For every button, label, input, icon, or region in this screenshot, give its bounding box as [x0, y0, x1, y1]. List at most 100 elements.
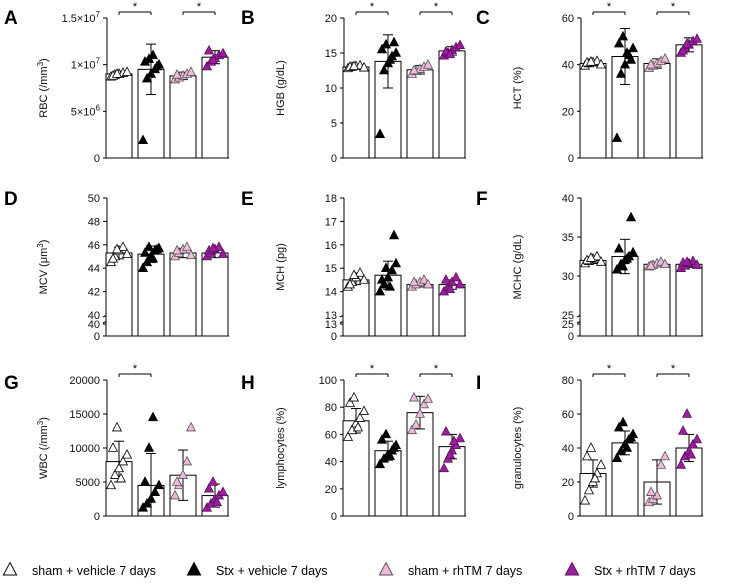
panel-label: B [241, 8, 255, 29]
data-point [185, 421, 197, 432]
data-point [675, 459, 687, 469]
data-point [139, 247, 151, 257]
y-axis-label: MCH (pg) [275, 243, 287, 291]
y-tick-label-lower: 25 [562, 319, 574, 331]
data-point [147, 411, 159, 422]
data-point [418, 398, 430, 409]
data-point [619, 58, 631, 69]
data-point [354, 412, 366, 422]
y-axis-label: lymphocytes (%) [275, 407, 287, 488]
data-point [117, 241, 129, 251]
data-point [627, 42, 639, 53]
data-point [595, 256, 607, 266]
data-point [677, 44, 689, 55]
data-point [384, 281, 396, 291]
y-tick-label: 18 [325, 193, 337, 205]
y-tick-label: 14 [325, 287, 337, 299]
panel-B: B 0 5 10 15 20 HGB (g/dL) * * [241, 1, 466, 165]
y-label-part: 3 [36, 243, 45, 248]
data-point [659, 53, 671, 63]
y-tick-label: 0 [568, 153, 574, 165]
data-point [585, 56, 597, 66]
y-tick-label: 5000 [76, 477, 100, 489]
data-point [143, 442, 155, 452]
data-point [380, 262, 392, 272]
bar [643, 263, 671, 337]
y-tick-label: 42 [88, 287, 100, 299]
data-point [115, 472, 127, 483]
data-point [454, 39, 466, 50]
y-tick-label: 50 [88, 193, 100, 205]
y-tick-label: 0 [331, 153, 337, 165]
y-tick-label: 10 [325, 83, 337, 95]
significance-star: * [607, 363, 612, 375]
panel-label: I [476, 373, 481, 394]
significance-star: * [370, 1, 375, 13]
data-point [645, 58, 657, 69]
data-point [376, 274, 388, 284]
data-point [438, 462, 450, 473]
y-label-part: 3 [36, 61, 45, 66]
y-label-part: ) [38, 417, 50, 421]
panel-label: C [476, 8, 490, 29]
bar [105, 73, 133, 159]
significance-star: * [434, 1, 439, 13]
panel-I: I 0 20 40 60 80 granulocytes (%) * * [476, 363, 703, 523]
data-point [177, 469, 189, 479]
data-point [585, 442, 597, 452]
data-point [113, 462, 125, 473]
axis-break-label: 25 [562, 310, 574, 322]
y-label-part: 3 [36, 420, 45, 425]
data-point [382, 271, 394, 282]
significance-star: * [671, 1, 676, 13]
data-point [613, 37, 625, 48]
data-point [137, 134, 149, 145]
significance-star: * [434, 363, 439, 375]
data-point [207, 476, 219, 486]
data-point [691, 259, 703, 269]
data-point [384, 450, 396, 460]
data-point [681, 408, 693, 418]
data-point [380, 428, 392, 439]
legend-marker [564, 561, 580, 576]
data-point [388, 442, 400, 452]
y-tick-label: 20 [325, 13, 337, 25]
data-point [107, 442, 119, 452]
y-tick-label-lower: 0 [331, 331, 337, 343]
data-point [378, 64, 390, 75]
y-axis-label: RBC (/mm3) [36, 58, 50, 117]
y-tick-label: 1.5×107 [62, 10, 101, 25]
data-point [213, 241, 225, 251]
y-tick-label: 5×106 [71, 103, 101, 118]
data-point [342, 431, 354, 441]
data-point [591, 250, 603, 261]
panel-label: H [241, 373, 255, 394]
axis-break-label: 13 [325, 310, 337, 322]
data-point [444, 448, 456, 459]
data-point [691, 33, 703, 43]
data-point [454, 432, 466, 443]
data-point [121, 448, 133, 459]
bar [579, 259, 607, 337]
data-point [217, 248, 229, 258]
data-point [390, 47, 402, 57]
data-point [583, 484, 595, 495]
data-point [149, 486, 161, 496]
data-point [203, 482, 215, 493]
y-tick-label: 20 [325, 484, 337, 496]
y-tick-label: 16 [325, 240, 337, 252]
data-point [169, 489, 181, 500]
data-point [143, 241, 155, 251]
data-point [687, 438, 699, 449]
y-axis-label: HGB (g/dL) [275, 60, 287, 116]
significance-star: * [370, 363, 375, 375]
legend-label: sham + vehicle 7 days [32, 564, 156, 578]
data-point [358, 274, 370, 284]
y-label-part: lymphocytes (%) [275, 407, 287, 488]
data-point [201, 60, 213, 71]
bar [579, 63, 607, 159]
y-tick-label: 0 [568, 511, 574, 523]
y-tick-label: 46 [88, 240, 100, 252]
